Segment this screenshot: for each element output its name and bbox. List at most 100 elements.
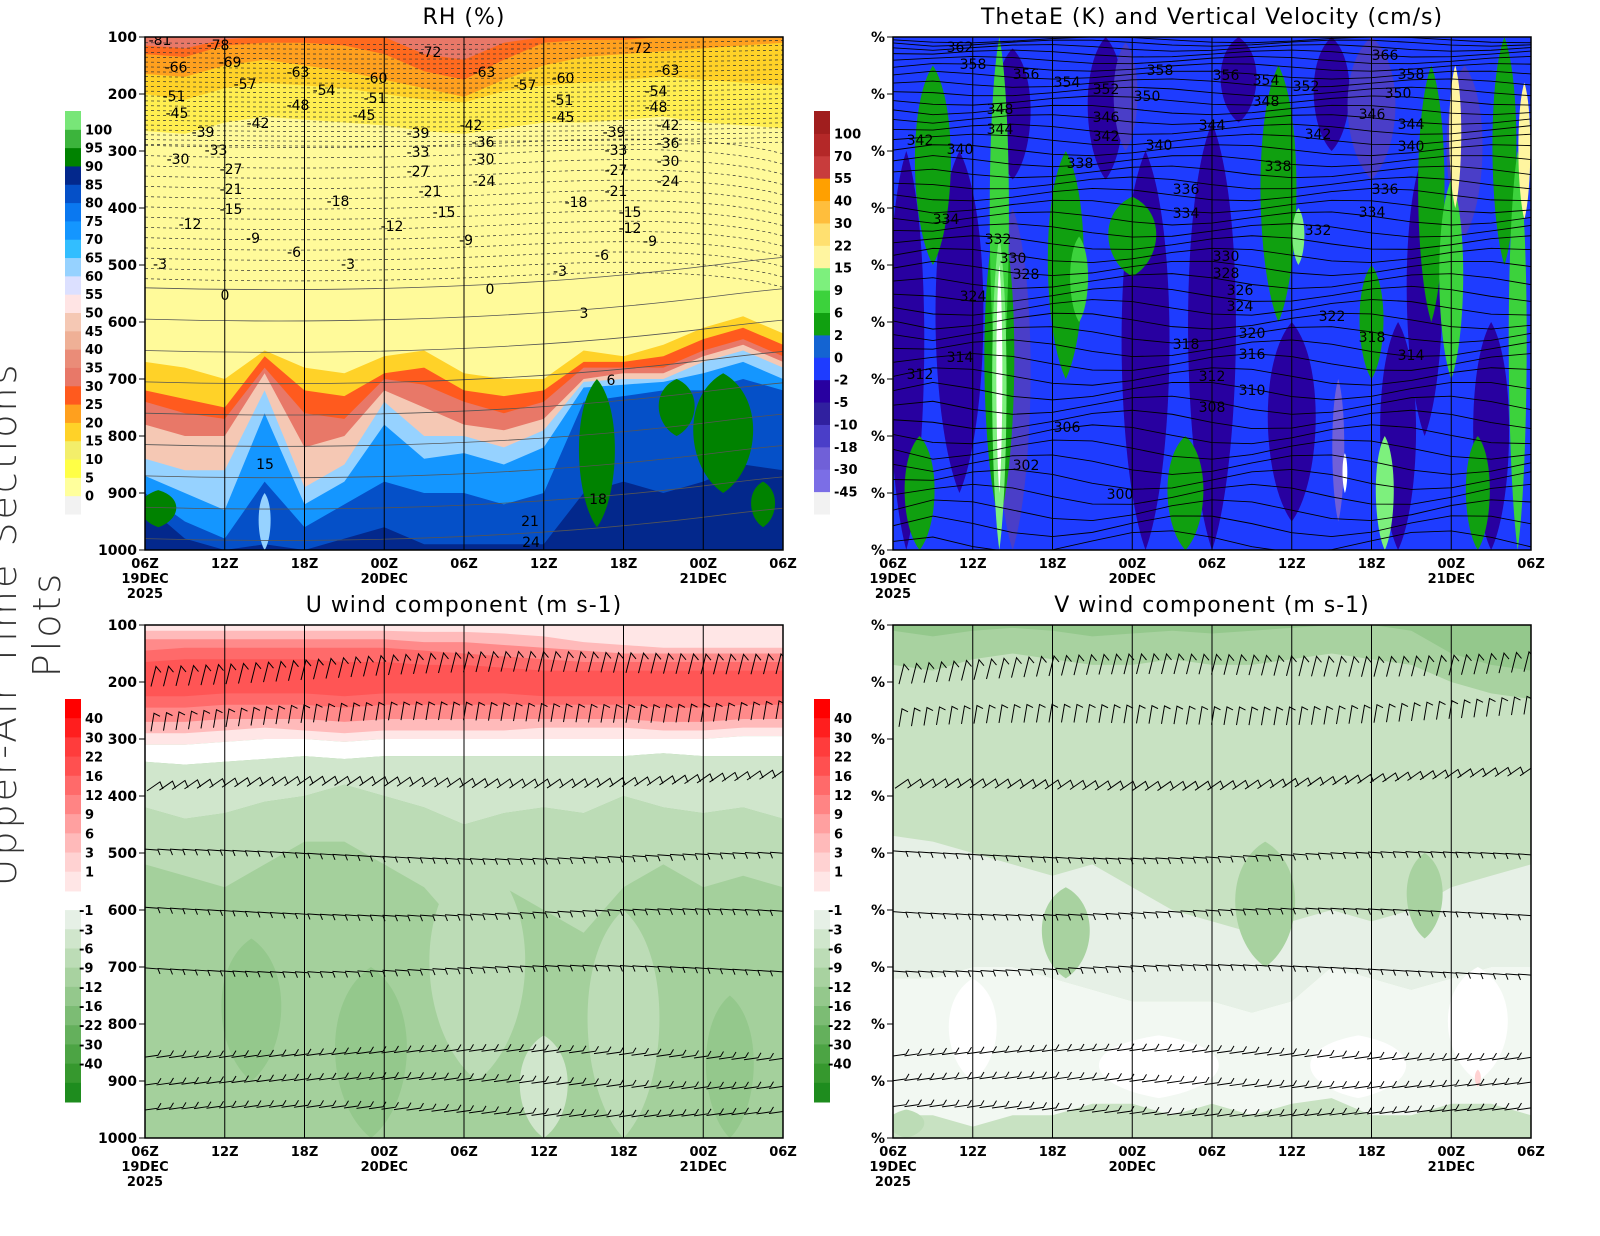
wind-barb: [357, 914, 373, 922]
contour-label: 334: [1359, 205, 1386, 221]
wind-barb: [443, 1044, 462, 1052]
wind-barb: [1055, 967, 1071, 975]
colorbar-label: 55: [834, 172, 852, 187]
wind-barb: [1319, 775, 1337, 787]
x-tick-label: 18Z: [1358, 1145, 1386, 1160]
wind-barb: [1298, 706, 1309, 725]
colorbar-swatch: [814, 756, 830, 777]
x-tick-label: 06Z: [769, 1145, 797, 1160]
wind-barb: [632, 855, 648, 862]
colorbar-label: -22: [79, 1019, 103, 1034]
colorbar-label: 9: [85, 808, 94, 823]
wind-barb: [332, 914, 348, 921]
contour-label: 318: [1173, 337, 1200, 353]
x-tick-label: 18Z: [1039, 1145, 1067, 1160]
contour-label: -18: [565, 195, 588, 211]
wind-barb: [1057, 779, 1074, 790]
contour-label: 340: [947, 142, 974, 158]
wind-barb: [343, 1100, 362, 1109]
contour-label: -6: [287, 245, 301, 261]
wind-barb: [1448, 654, 1460, 676]
temperature-contour-dashed: [145, 200, 783, 216]
wind-barb: [738, 701, 748, 721]
field-cell: [145, 490, 177, 528]
wind-barb: [400, 701, 411, 721]
wind-barb: [334, 775, 351, 786]
wind-barb: [1086, 703, 1096, 723]
wind-barb: [468, 1044, 487, 1052]
colorbar-label: 9: [834, 808, 843, 823]
wind-barb: [407, 968, 423, 976]
wind-barb: [1130, 857, 1146, 865]
wind-barb: [507, 912, 523, 920]
y-tick-label: %: [871, 732, 885, 748]
y-tick-label: 600: [108, 903, 137, 919]
wind-barb: [257, 970, 273, 978]
wind-barb: [525, 702, 536, 722]
wind-barb: [907, 778, 924, 789]
contour-label: -33: [205, 143, 228, 159]
colorbar-swatch: [65, 1044, 81, 1065]
wind-barb: [1180, 856, 1196, 864]
wind-barb: [1241, 1078, 1260, 1087]
contour-label: 6: [607, 373, 616, 389]
colorbar-swatch: [814, 402, 830, 425]
wind-barb: [1066, 1072, 1085, 1080]
wind-barb: [731, 1107, 749, 1116]
wind-barb: [531, 1075, 549, 1084]
wind-barb: [1436, 700, 1446, 720]
contour-label: 328: [1013, 267, 1040, 283]
colorbar-swatch: [65, 986, 81, 1007]
wind-barb: [521, 778, 539, 789]
wind-barb: [1179, 1044, 1197, 1053]
wind-barb: [743, 1081, 762, 1090]
temperature-contour: [145, 413, 783, 451]
wind-barb: [763, 700, 773, 720]
x-tick-label: 06Z: [879, 557, 907, 572]
wind-barb: [1457, 768, 1474, 779]
temperature-contour-dashed: [145, 138, 783, 155]
wind-barb: [631, 1080, 649, 1088]
wind-barb: [231, 1100, 249, 1109]
colorbar-label: 0: [834, 351, 843, 366]
wind-barb: [363, 701, 373, 721]
wind-barb: [425, 701, 436, 721]
colorbar-swatch: [65, 775, 81, 796]
wind-barb: [325, 657, 337, 679]
temperature-contour: [145, 351, 783, 388]
wind-barb: [936, 706, 946, 726]
wind-barb: [1341, 1050, 1360, 1059]
wind-barb: [284, 775, 301, 787]
colorbar-swatch: [65, 459, 81, 478]
wind-barb: [413, 701, 423, 721]
contour-label: -24: [657, 174, 680, 190]
contour-label: 336: [1173, 182, 1200, 198]
wind-barb: [506, 1074, 524, 1083]
colorbar-label: 30: [834, 731, 852, 746]
wind-barb: [759, 769, 776, 780]
wind-barb: [519, 858, 536, 865]
wind-barb: [494, 912, 511, 920]
wind-barb: [725, 653, 737, 675]
wind-barb: [1232, 779, 1249, 790]
field-cell: [221, 938, 282, 1081]
wind-barb: [904, 1073, 922, 1082]
wind-barb: [1479, 1078, 1497, 1086]
wind-barb: [1230, 855, 1246, 863]
wind-barb: [256, 1100, 274, 1108]
wind-barb: [1379, 1106, 1397, 1114]
wind-barb: [606, 1109, 624, 1118]
wind-barb: [493, 1044, 512, 1052]
wind-barb: [1098, 653, 1110, 675]
wind-barb: [496, 778, 514, 789]
wind-barb: [1292, 853, 1309, 861]
wind-barb: [431, 1072, 449, 1081]
wind-barb: [207, 969, 223, 977]
contour-label: 362: [947, 40, 974, 56]
wind-barb: [1173, 652, 1185, 675]
wind-barb: [1419, 770, 1437, 781]
wind-barb: [894, 778, 912, 789]
wind-barb: [1036, 703, 1046, 723]
wind-barb: [443, 1104, 462, 1113]
wind-barb: [954, 1071, 972, 1080]
